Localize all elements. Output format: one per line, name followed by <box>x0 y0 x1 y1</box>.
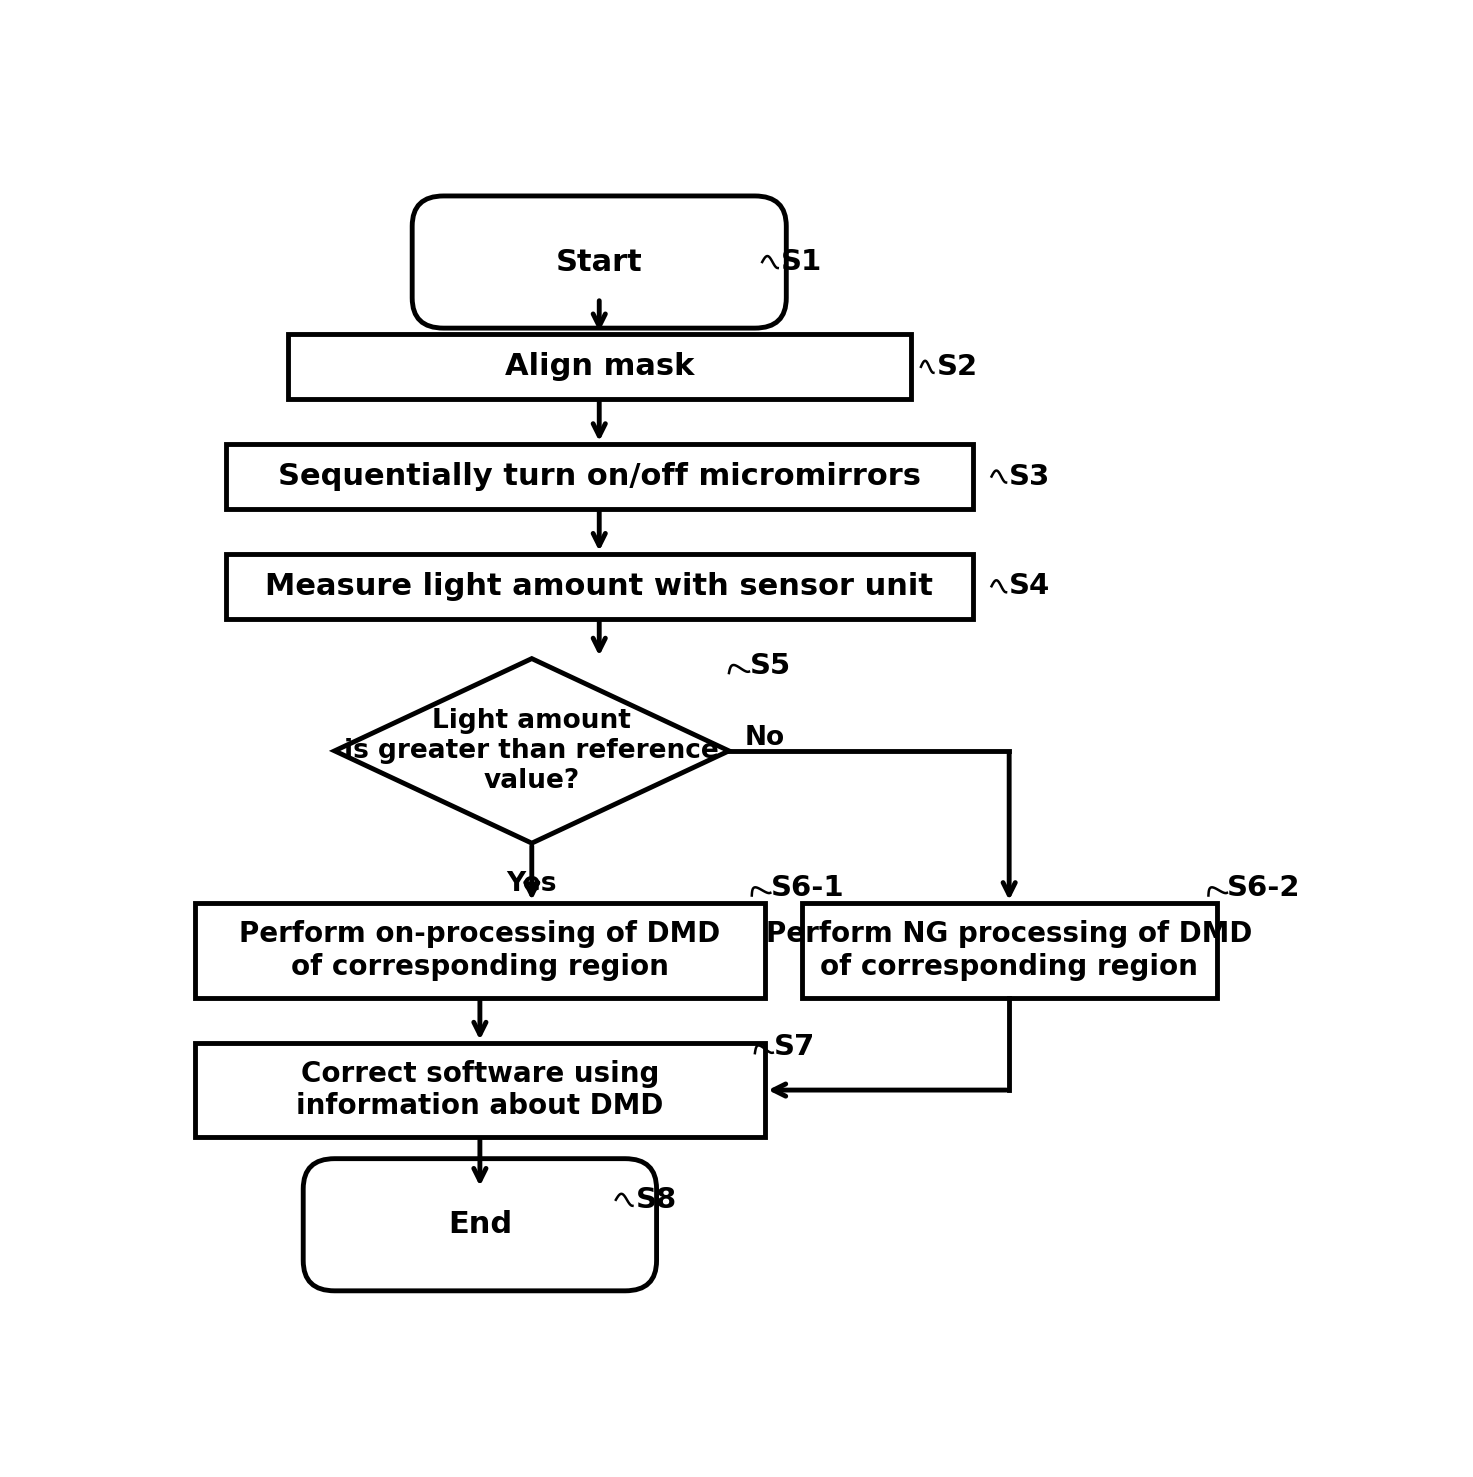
Bar <box>194 1043 766 1137</box>
FancyBboxPatch shape <box>303 1158 657 1291</box>
Text: Light amount
is greater than reference
value?: Light amount is greater than reference v… <box>345 707 719 793</box>
Bar <box>225 445 972 510</box>
Polygon shape <box>334 659 729 843</box>
Text: S3: S3 <box>1009 462 1050 490</box>
Text: End: End <box>448 1210 513 1239</box>
Bar <box>287 334 910 399</box>
Text: Correct software using
information about DMD: Correct software using information about… <box>296 1060 663 1120</box>
Text: Yes: Yes <box>507 870 557 897</box>
Text: S8: S8 <box>635 1186 676 1214</box>
Text: S1: S1 <box>781 248 822 276</box>
Text: Measure light amount with sensor unit: Measure light amount with sensor unit <box>265 572 934 601</box>
Text: S2: S2 <box>937 353 978 381</box>
Text: S5: S5 <box>750 651 791 679</box>
Text: Perform NG processing of DMD
of corresponding region: Perform NG processing of DMD of correspo… <box>766 920 1252 981</box>
FancyBboxPatch shape <box>412 196 787 328</box>
Text: No: No <box>744 725 785 750</box>
Text: Sequentially turn on/off micromirrors: Sequentially turn on/off micromirrors <box>278 462 921 490</box>
Bar <box>225 554 972 619</box>
Text: S7: S7 <box>773 1034 815 1060</box>
Text: Align mask: Align mask <box>505 353 694 381</box>
Text: S4: S4 <box>1009 572 1050 600</box>
Bar <box>194 902 766 998</box>
Bar <box>801 902 1217 998</box>
Text: Perform on-processing of DMD
of corresponding region: Perform on-processing of DMD of correspo… <box>239 920 720 981</box>
Text: S6-2: S6-2 <box>1227 873 1301 901</box>
Text: S6-1: S6-1 <box>770 873 844 901</box>
Text: Start: Start <box>555 248 642 276</box>
